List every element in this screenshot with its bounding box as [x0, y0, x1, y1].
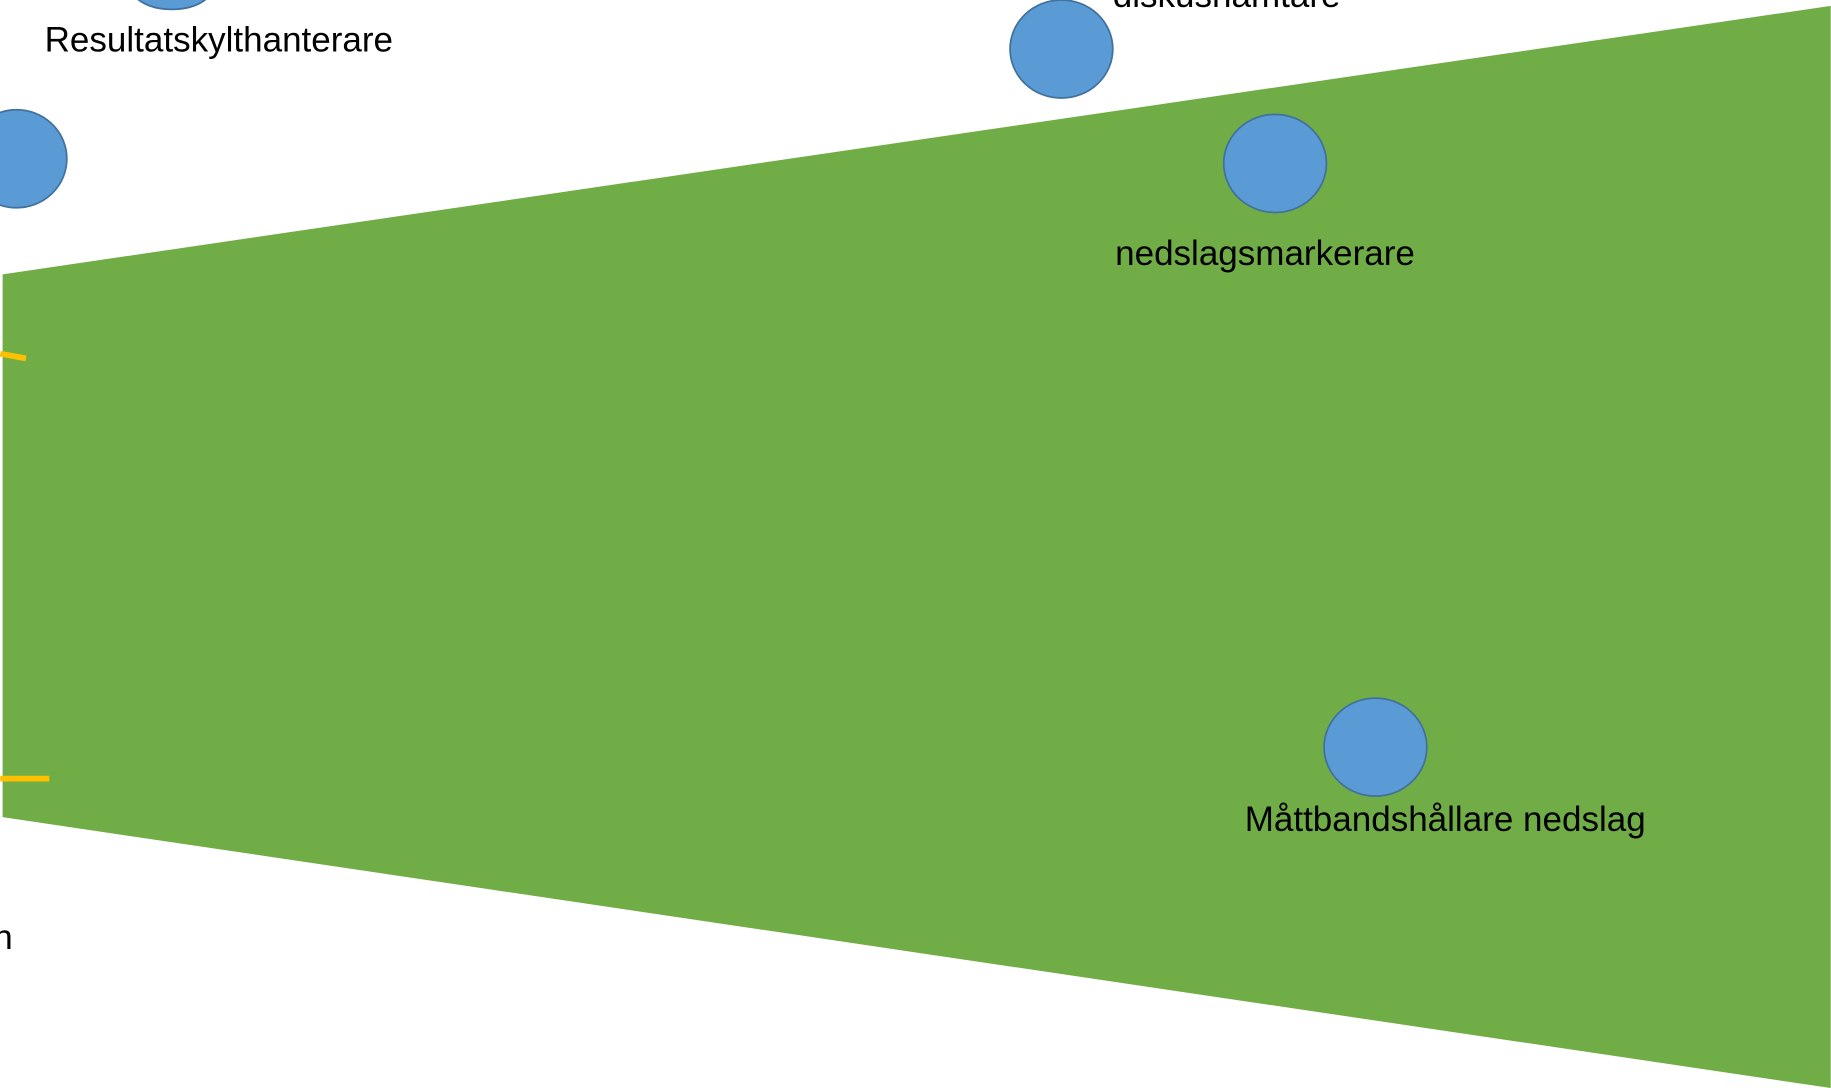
- official-position: [0, 108, 68, 209]
- role-label: Måttbandshållare nedslag: [1245, 800, 1646, 839]
- official-position: [137, 0, 207, 11]
- official-position: [1009, 0, 1114, 99]
- role-label: diskushämtare: [1113, 0, 1341, 15]
- official-position: [1323, 697, 1428, 798]
- sector-line-marker: [0, 350, 27, 362]
- role-label: Resultatskylthanterare: [45, 20, 393, 59]
- official-position: [1222, 113, 1328, 214]
- landing-sector: [2, 5, 1831, 1088]
- role-label: n: [0, 918, 13, 957]
- role-label: nedslagsmarkerare: [1115, 234, 1415, 273]
